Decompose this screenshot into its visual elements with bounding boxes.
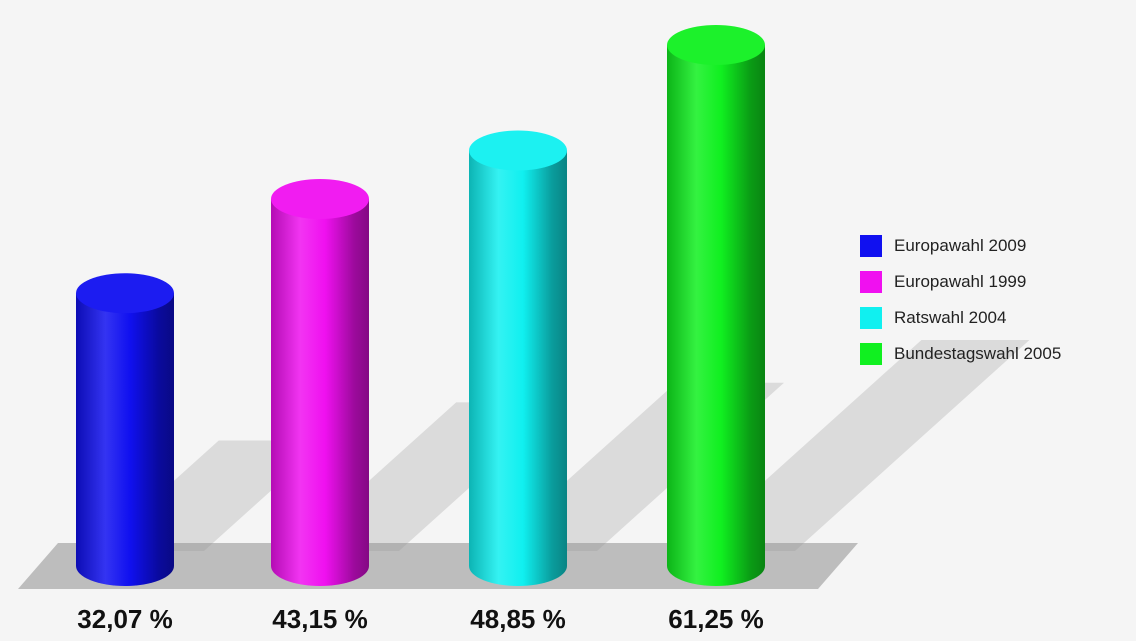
chart-floor [18,543,858,589]
bar-value-label: 48,85 % [470,604,565,634]
legend-swatch [860,307,882,329]
legend-item: Ratswahl 2004 [860,305,1061,331]
legend-item: Europawahl 1999 [860,269,1061,295]
legend-label: Europawahl 1999 [894,272,1027,291]
legend-item: Europawahl 2009 [860,233,1061,259]
bar [271,178,369,586]
bar [667,25,765,586]
bar [76,273,174,586]
bar-value-label: 61,25 % [668,604,763,634]
legend-item: Bundestagswahl 2005 [860,341,1061,367]
legend-swatch [860,271,882,293]
bar-shadow [687,339,1030,551]
bar-value-label: 43,15 % [272,604,367,634]
bar-value-label: 32,07 % [77,604,172,634]
chart-legend: Europawahl 2009 Europawahl 1999 Ratswahl… [860,233,1061,377]
bar [469,130,567,586]
legend-label: Bundestagswahl 2005 [894,344,1062,363]
legend-label: Europawahl 2009 [894,236,1027,255]
legend-swatch [860,343,882,365]
legend-swatch [860,235,882,257]
legend-label: Ratswahl 2004 [894,308,1007,327]
